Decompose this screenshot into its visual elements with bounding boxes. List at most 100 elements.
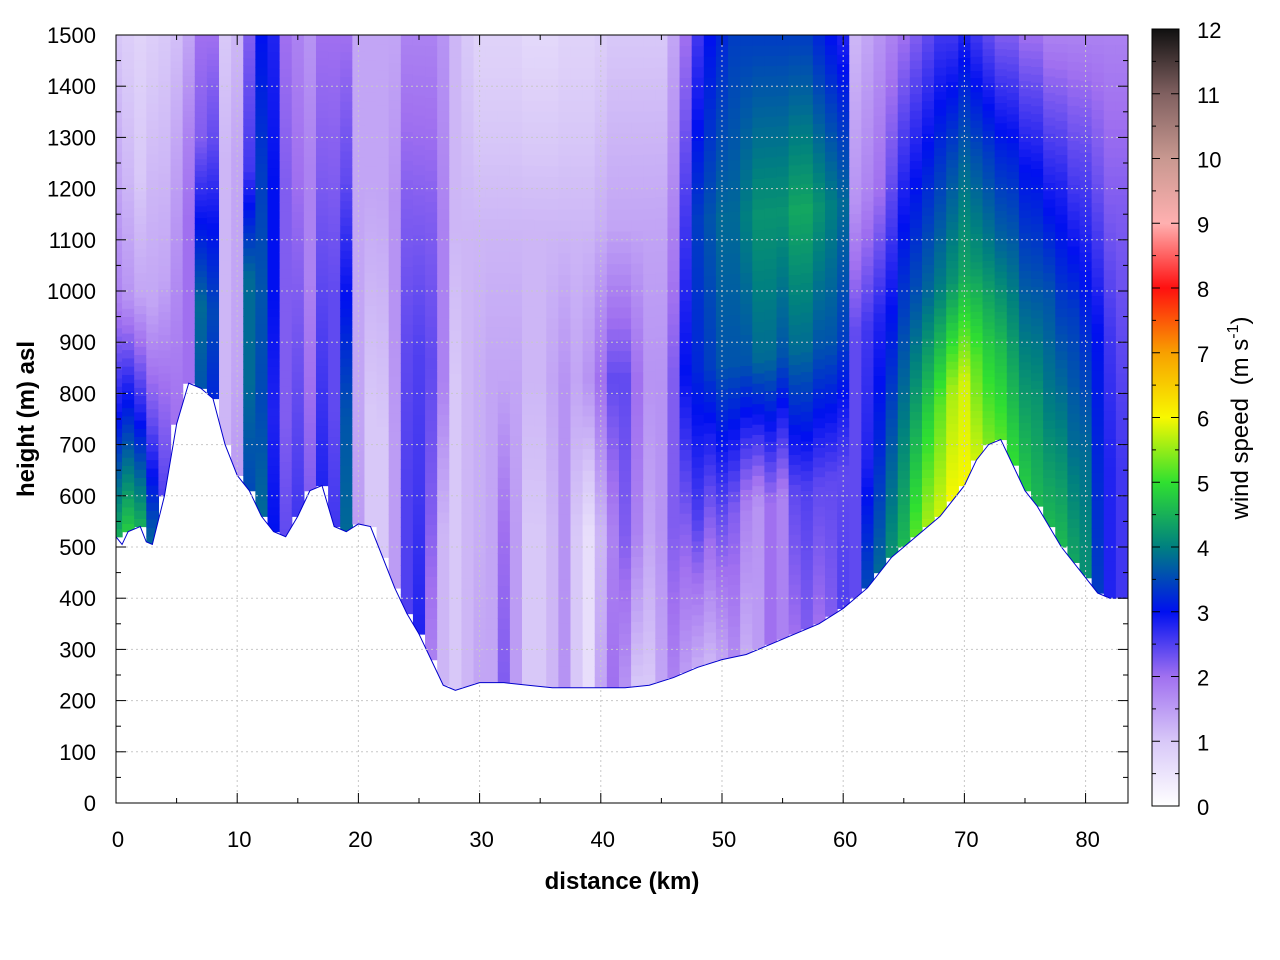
heat-cell [1103, 579, 1117, 590]
heat-cell [1043, 223, 1056, 233]
heat-cell [437, 262, 450, 275]
heat-cell [534, 35, 547, 47]
heat-cell [728, 594, 741, 606]
heat-cell [352, 108, 366, 118]
heat-cell [788, 414, 802, 425]
heat-cell [534, 643, 547, 655]
heat-cell [1018, 179, 1032, 188]
heat-cell [412, 624, 426, 635]
heat-cell [812, 584, 826, 595]
heat-cell [291, 500, 305, 509]
heat-cell [982, 376, 996, 384]
heat-cell [994, 297, 1008, 306]
heat-cell [388, 246, 402, 257]
heat-cell [170, 138, 184, 146]
heat-cell [449, 231, 463, 244]
heat-cell [449, 515, 463, 528]
heat-cell [267, 84, 281, 94]
heat-cell [400, 141, 414, 152]
heat-cell [473, 466, 487, 479]
heat-cell [1055, 529, 1068, 540]
heat-cell [715, 649, 729, 661]
heat-cell [1018, 399, 1032, 408]
heat-cell [1067, 166, 1081, 177]
heat-cell [643, 251, 656, 264]
heat-cell [861, 182, 875, 193]
heat-cell [376, 505, 390, 515]
heat-cell [970, 134, 984, 142]
heat-cell [909, 227, 923, 237]
heat-cell [679, 258, 693, 270]
heat-cell [158, 196, 172, 205]
heat-cell [400, 218, 414, 229]
heat-cell [134, 362, 147, 372]
heat-cell [946, 392, 959, 401]
heat-cell [255, 283, 269, 293]
heat-cell [909, 344, 923, 354]
heat-cell [982, 164, 996, 173]
heat-cell [376, 444, 390, 454]
heat-cell [194, 223, 208, 230]
heat-cell [909, 327, 923, 337]
heat-cell [231, 460, 244, 469]
heat-cell [122, 473, 135, 483]
heat-cell [764, 126, 778, 138]
heat-cell [849, 128, 862, 139]
heat-cell [255, 267, 269, 277]
heat-cell [158, 81, 172, 90]
heat-cell [691, 235, 705, 247]
heat-cell [558, 676, 572, 689]
heat-cell [703, 527, 717, 539]
heat-cell [594, 198, 608, 210]
heat-cell [873, 35, 887, 45]
heat-cell [400, 546, 414, 557]
heat-cell [116, 51, 123, 61]
heat-cell [1031, 246, 1044, 256]
heat-cell [546, 122, 559, 134]
heat-cell [946, 345, 959, 354]
heat-cell [970, 289, 984, 298]
heat-cell [1091, 369, 1105, 380]
heat-cell [752, 608, 766, 620]
heat-cell [703, 171, 717, 183]
heat-cell [158, 426, 172, 435]
heat-cell [279, 135, 293, 145]
heat-cell [206, 289, 220, 297]
heat-cell [1043, 288, 1056, 298]
heat-cell [776, 145, 790, 157]
heat-cell [170, 86, 184, 94]
heat-cell [509, 305, 523, 317]
heat-cell [279, 352, 293, 362]
heat-cell [340, 233, 353, 243]
heat-cell [849, 476, 862, 487]
heat-cell [970, 70, 984, 79]
heat-cell [1067, 439, 1081, 449]
heat-cell [728, 169, 741, 181]
heat-cell [776, 377, 790, 389]
heat-cell [994, 392, 1008, 400]
heat-cell [497, 88, 511, 101]
heat-cell [728, 366, 741, 378]
heat-cell [1103, 100, 1117, 111]
heat-cell [509, 597, 523, 609]
heat-cell [861, 117, 875, 128]
heat-cell [558, 35, 572, 47]
heat-cell [643, 208, 656, 220]
heat-cell [206, 138, 220, 145]
heat-cell [946, 244, 959, 254]
heat-cell [534, 610, 547, 622]
heat-cell [449, 318, 463, 331]
heat-cell [267, 59, 281, 69]
heat-cell [158, 188, 172, 197]
heat-cell [873, 115, 887, 126]
heat-cell [328, 116, 341, 126]
heat-cell [194, 135, 208, 142]
heat-cell [243, 316, 256, 325]
heat-cell [934, 251, 947, 261]
heat-cell [812, 476, 826, 488]
heat-cell [1043, 313, 1056, 323]
heat-cell [861, 495, 875, 506]
heat-cell [618, 78, 632, 90]
heat-cell [934, 444, 947, 453]
heat-cell [1091, 500, 1105, 510]
